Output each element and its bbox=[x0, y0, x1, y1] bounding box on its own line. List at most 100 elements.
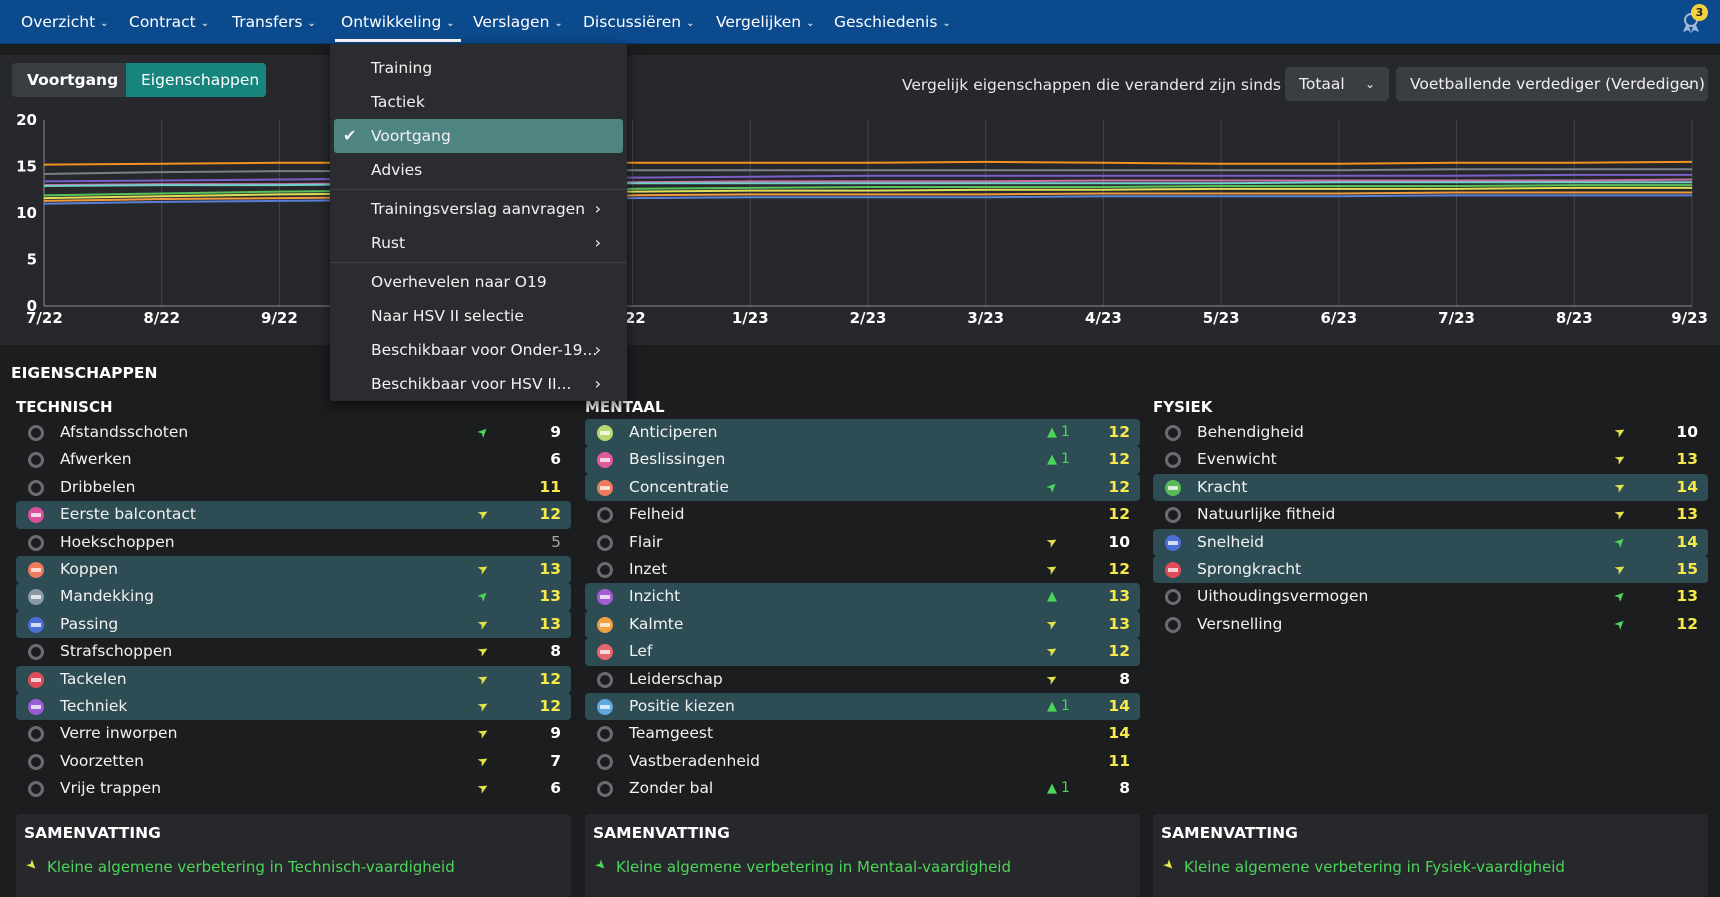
menu-item-move-to-reserve[interactable]: Naar HSV II selectie bbox=[334, 299, 623, 333]
attribute-row[interactable]: Natuurlijke fitheid ➤ 13 bbox=[1153, 501, 1708, 528]
menu-item-available-u19[interactable]: Beschikbaar voor Onder-19... › bbox=[334, 333, 623, 367]
attribute-row[interactable]: Positie kiezen ▲ 1 14 bbox=[585, 692, 1140, 721]
attribute-row[interactable]: Strafschoppen ➤ 8 bbox=[16, 638, 571, 665]
trend-arrow-icon: ➤ bbox=[1043, 669, 1061, 689]
trend-arrow-icon: ➤ bbox=[474, 779, 492, 798]
attribute-row[interactable]: Mandekking ➤ 13 bbox=[16, 583, 571, 611]
attribute-value: 13 bbox=[1676, 505, 1698, 524]
attribute-row[interactable]: Felheid 12 bbox=[585, 501, 1140, 528]
attribute-row[interactable]: Evenwicht ➤ 13 bbox=[1153, 446, 1708, 473]
attribute-row[interactable]: Versnelling ➤ 12 bbox=[1153, 611, 1708, 638]
attribute-name: Dribbelen bbox=[60, 477, 136, 496]
attribute-row[interactable]: Kracht ➤ 14 bbox=[1153, 473, 1708, 502]
chevron-down-icon: ⌄ bbox=[446, 18, 455, 29]
nav-contract[interactable]: Contract ⌄ bbox=[129, 0, 209, 44]
attribute-name: Afwerken bbox=[60, 450, 132, 469]
menu-divider bbox=[330, 262, 627, 263]
attribute-row[interactable]: Flair ➤ 10 bbox=[585, 529, 1140, 556]
attribute-row[interactable]: Verre inworpen ➤ 9 bbox=[16, 720, 571, 747]
attribute-row[interactable]: Lef ➤ 12 bbox=[585, 638, 1140, 666]
attribute-circle-icon bbox=[1165, 589, 1181, 606]
attribute-row[interactable]: Inzet ➤ 12 bbox=[585, 556, 1140, 583]
attribute-row[interactable]: Concentratie ➤ 12 bbox=[585, 473, 1140, 502]
menu-item-request-training-report[interactable]: Trainingsverslag aanvragen › bbox=[334, 192, 623, 226]
attribute-row[interactable]: Dribbelen 11 bbox=[16, 474, 571, 501]
compare-period-dropdown[interactable]: Totaal ⌄ bbox=[1285, 67, 1389, 101]
attribute-row[interactable]: Vrije trappen ➤ 6 bbox=[16, 775, 571, 802]
attribute-row[interactable]: Sprongkracht ➤ 15 bbox=[1153, 555, 1708, 584]
menu-item-advice[interactable]: Advies bbox=[334, 153, 623, 187]
chevron-right-icon: › bbox=[594, 340, 601, 359]
chart-y-tick-label: 20 bbox=[16, 111, 37, 129]
attribute-row[interactable]: Tackelen ➤ 12 bbox=[16, 665, 571, 693]
attribute-row[interactable]: Behendigheid ➤ 10 bbox=[1153, 419, 1708, 446]
attribute-circle-icon bbox=[28, 534, 44, 551]
summary-title: SAMENVATTING bbox=[593, 824, 730, 842]
attribute-row[interactable]: Techniek ➤ 12 bbox=[16, 692, 571, 721]
menu-divider bbox=[330, 189, 627, 190]
nav-compare[interactable]: Vergelijken ⌄ bbox=[716, 0, 815, 44]
menu-item-move-to-u19[interactable]: Overhevelen naar O19 bbox=[334, 265, 623, 299]
attribute-circle-icon bbox=[1165, 507, 1181, 524]
attribute-row[interactable]: Snelheid ➤ 14 bbox=[1153, 528, 1708, 556]
attribute-row[interactable]: Anticiperen ▲ 1 12 bbox=[585, 419, 1140, 447]
attribute-row[interactable]: Afstandsschoten ➤ 9 bbox=[16, 419, 571, 446]
nav-discuss[interactable]: Discussiëren ⌄ bbox=[583, 0, 694, 44]
attribute-row[interactable]: Leiderschap ➤ 8 bbox=[585, 666, 1140, 693]
chart-x-tick-label: 8/22 bbox=[143, 309, 180, 327]
nav-history[interactable]: Geschiedenis ⌄ bbox=[834, 0, 951, 44]
chart-x-tick-label: 9/23 bbox=[1671, 309, 1708, 327]
improvement-arrow-icon: ➤ bbox=[22, 856, 41, 875]
chart-series-line bbox=[43, 184, 1692, 197]
nav-overview[interactable]: Overzicht ⌄ bbox=[21, 0, 109, 44]
menu-item-tactics[interactable]: Tactiek bbox=[334, 85, 623, 119]
dropdown-value: Voetballende verdediger (Verdedigen) bbox=[1410, 75, 1705, 93]
attribute-name: Uithoudingsvermogen bbox=[1197, 587, 1369, 606]
attribute-row[interactable]: Beslissingen ▲ 1 12 bbox=[585, 446, 1140, 474]
attribute-name: Eerste balcontact bbox=[60, 505, 196, 524]
menu-item-training[interactable]: Training bbox=[334, 51, 623, 85]
attribute-row[interactable]: Inzicht ▲ 13 bbox=[585, 583, 1140, 611]
attribute-name: Koppen bbox=[60, 559, 118, 578]
role-dropdown[interactable]: Voetballende verdediger (Verdedigen) ⌄ bbox=[1396, 67, 1708, 101]
nav-reports[interactable]: Verslagen ⌄ bbox=[473, 0, 563, 44]
menu-item-available-reserve[interactable]: Beschikbaar voor HSV II... › bbox=[334, 367, 623, 401]
tab-progress[interactable]: Voortgang bbox=[12, 63, 126, 97]
attribute-name: Hoekschoppen bbox=[60, 532, 175, 551]
attribute-row[interactable]: Zonder bal ▲ 1 8 bbox=[585, 775, 1140, 802]
attribute-row[interactable]: Passing ➤ 13 bbox=[16, 610, 571, 639]
chevron-down-icon: ⌄ bbox=[100, 18, 109, 29]
attribute-value: 12 bbox=[539, 669, 561, 688]
attribute-row[interactable]: Kalmte ➤ 13 bbox=[585, 610, 1140, 639]
attribute-row[interactable]: Uithoudingsvermogen ➤ 13 bbox=[1153, 583, 1708, 610]
menu-item-rest[interactable]: Rust › bbox=[334, 226, 623, 260]
chevron-right-icon: › bbox=[594, 199, 601, 218]
trend-arrow-icon: ➤ bbox=[1611, 532, 1630, 552]
notifications-button[interactable]: 3 bbox=[1680, 4, 1708, 34]
attribute-value: 8 bbox=[1119, 779, 1130, 798]
attribute-row[interactable]: Eerste balcontact ➤ 12 bbox=[16, 501, 571, 529]
chart-y-tick-label: 15 bbox=[16, 158, 37, 176]
attribute-circle-icon bbox=[597, 479, 613, 496]
attribute-row[interactable]: Afwerken 6 bbox=[16, 446, 571, 473]
improvement-arrow-icon: ➤ bbox=[591, 856, 610, 875]
menu-label: Tactiek bbox=[371, 93, 425, 111]
attribute-row[interactable]: Vastberadenheid 11 bbox=[585, 748, 1140, 775]
attribute-value: 13 bbox=[1676, 587, 1698, 606]
chart-y-tick-label: 0 bbox=[27, 297, 37, 315]
attribute-name: Passing bbox=[60, 614, 119, 633]
chevron-down-icon: ⌄ bbox=[200, 18, 210, 29]
attribute-name: Felheid bbox=[629, 505, 685, 524]
attribute-row[interactable]: Koppen ➤ 13 bbox=[16, 555, 571, 584]
tab-attributes[interactable]: Eigenschappen bbox=[126, 63, 266, 97]
attribute-row[interactable]: Teamgeest 14 bbox=[585, 720, 1140, 747]
attribute-value: 7 bbox=[550, 751, 561, 770]
summary-text: Kleine algemene verbetering in Fysiek-va… bbox=[1184, 858, 1565, 876]
nav-transfers[interactable]: Transfers ⌄ bbox=[232, 0, 316, 44]
menu-item-progress[interactable]: ✔ Voortgang bbox=[334, 119, 623, 153]
summary-title: SAMENVATTING bbox=[1161, 824, 1298, 842]
chevron-down-icon: ⌄ bbox=[1683, 77, 1694, 91]
attribute-row[interactable]: Hoekschoppen 5 bbox=[16, 529, 571, 556]
nav-development[interactable]: Ontwikkeling ⌄ bbox=[335, 0, 461, 44]
attribute-row[interactable]: Voorzetten ➤ 7 bbox=[16, 748, 571, 775]
